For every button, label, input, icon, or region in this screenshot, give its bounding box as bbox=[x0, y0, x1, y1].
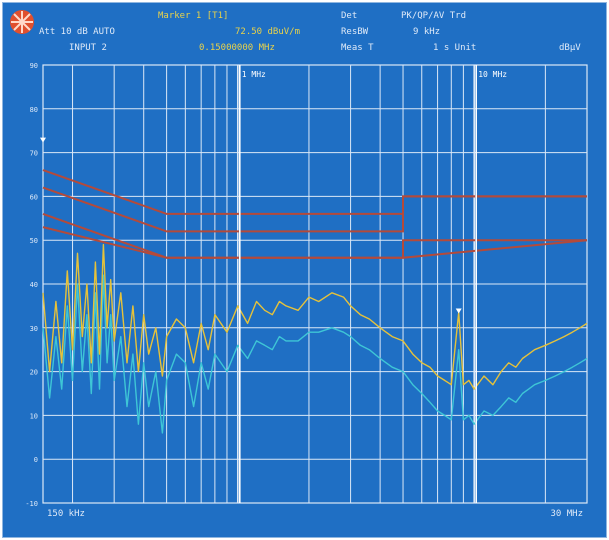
input-label: INPUT 2 bbox=[69, 43, 107, 53]
y-tick-label: 0 bbox=[34, 456, 38, 464]
limit-line bbox=[42, 186, 587, 233]
frequency-marker-label: 10 MHz bbox=[478, 70, 507, 79]
y-tick-label: 40 bbox=[30, 281, 38, 289]
det-label: Det bbox=[341, 11, 358, 21]
det-value: PK/QP/AV Trd bbox=[401, 11, 467, 21]
x-grid bbox=[72, 65, 546, 503]
annotations: 1 MHz 10 MHz bbox=[40, 65, 507, 503]
marker-point bbox=[455, 308, 462, 314]
traces bbox=[42, 243, 588, 434]
y-tick-label: 50 bbox=[30, 237, 38, 245]
x-end-label: 30 MHz bbox=[550, 509, 583, 519]
y-tick-label: -10 bbox=[25, 500, 38, 508]
y-tick-label: 70 bbox=[30, 150, 38, 158]
resbw-value: 9 kHz bbox=[413, 27, 441, 37]
marker-frequency: 0.15000000 MHz bbox=[199, 43, 275, 53]
y-tick-label: 60 bbox=[30, 193, 38, 201]
trace-series bbox=[42, 274, 588, 434]
instrument-logo-icon bbox=[10, 10, 34, 34]
att-label: Att 10 dB AUTO bbox=[39, 27, 115, 37]
limit-line bbox=[42, 169, 587, 215]
marker-label: Marker 1 [T1] bbox=[158, 11, 229, 21]
unit-label: dBμV bbox=[559, 43, 581, 53]
y-tick-label: 20 bbox=[30, 369, 38, 377]
limit-line bbox=[42, 226, 588, 259]
meas-value: 1 s Unit bbox=[433, 43, 477, 53]
y-grid: 90 80 70 60 50 40 30 20 10 0 -10 bbox=[25, 62, 587, 508]
x-start-label: 150 kHz bbox=[47, 509, 85, 519]
limit-line bbox=[42, 212, 587, 259]
y-tick-label: 80 bbox=[30, 106, 38, 114]
y-tick-label: 30 bbox=[30, 325, 38, 333]
meas-label: Meas T bbox=[341, 43, 374, 53]
trace-series bbox=[42, 243, 588, 390]
marker-point bbox=[40, 137, 46, 143]
y-tick-label: 90 bbox=[30, 62, 38, 70]
spectrum-chart: 90 80 70 60 50 40 30 20 10 0 -10 1 MHz 10 MHz 150 k… bbox=[25, 62, 588, 519]
limit-lines bbox=[42, 169, 588, 259]
y-tick-label: 10 bbox=[30, 412, 38, 420]
marker-level: 72.50 dBuV/m bbox=[235, 27, 301, 37]
resbw-label: ResBW bbox=[341, 27, 369, 37]
frequency-marker-label: 1 MHz bbox=[242, 70, 266, 79]
